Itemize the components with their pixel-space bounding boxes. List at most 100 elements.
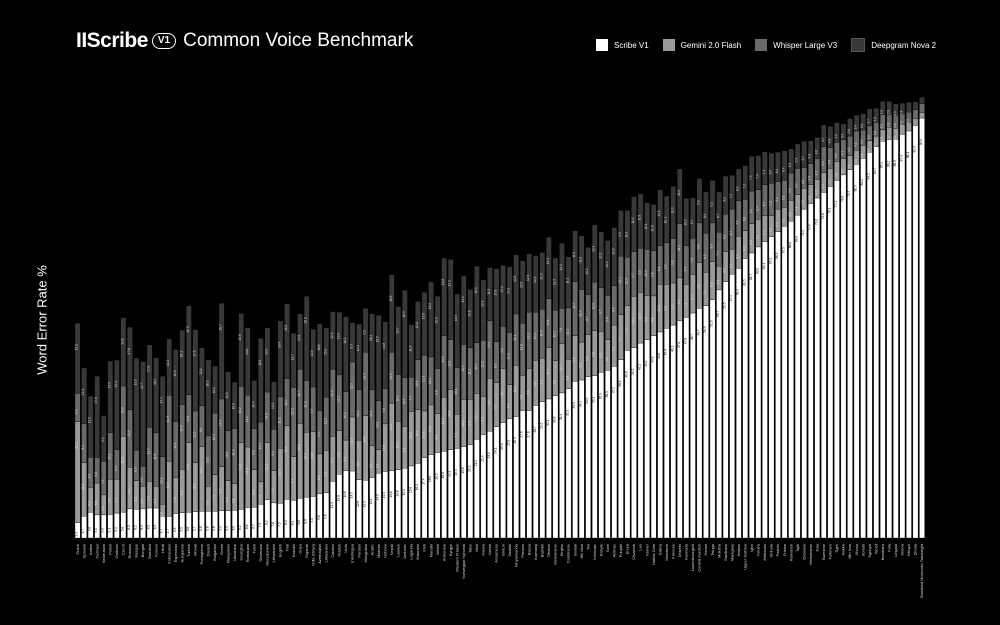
bar-segment-deepgram-nova-2 bbox=[192, 329, 199, 412]
x-tick-label: Vietnamese bbox=[553, 543, 558, 565]
bar-value-label: 10.8 bbox=[415, 380, 419, 386]
bar-value-label: 11.7 bbox=[500, 389, 504, 395]
bar-segment-deepgram-nova-2 bbox=[637, 193, 644, 249]
bar-segment-whisper-large-v3 bbox=[742, 199, 749, 231]
bar-value-label: 5.0 bbox=[94, 528, 98, 533]
bar-value-label: 12.5 bbox=[127, 430, 131, 436]
bar-value-label: 9.2 bbox=[710, 202, 714, 207]
bar-value-label: 65.2 bbox=[768, 257, 772, 263]
bar-value-label: 48.7 bbox=[690, 334, 694, 340]
x-tick-label: Lingala bbox=[893, 543, 898, 557]
x-tick-label: Mandarin bbox=[664, 544, 669, 561]
bar-value-label: 9.0 bbox=[127, 489, 131, 494]
bar-segment-scribe-v1 bbox=[264, 499, 271, 539]
bar-segment-deepgram-nova-2 bbox=[866, 108, 873, 127]
legend-swatch-gemini bbox=[662, 39, 675, 51]
bar-value-label: 18.9 bbox=[402, 311, 406, 317]
x-tick-label: Urdu bbox=[343, 544, 348, 553]
bar-value-label: 17.4 bbox=[448, 280, 452, 286]
bar-segment-deepgram-nova-2 bbox=[336, 311, 343, 376]
bar-value-label: 9.8 bbox=[592, 352, 596, 357]
bar-segment-deepgram-nova-2 bbox=[297, 313, 303, 370]
bar-value-label: 6.5 bbox=[723, 268, 727, 273]
bar-segment-gemini-2-0-flash bbox=[173, 477, 179, 514]
bar-segment-gemini-2-0-flash bbox=[133, 480, 140, 510]
bar-value-label: 4.2 bbox=[854, 142, 858, 147]
bar-value-label: 6.9 bbox=[736, 186, 740, 191]
bar-value-label: 3.0 bbox=[873, 117, 877, 122]
bar-value-label: 11.0 bbox=[572, 252, 576, 258]
bar-value-label: 4.3 bbox=[821, 184, 825, 189]
bar-value-label: 12.4 bbox=[487, 342, 491, 348]
bar-value-label: 5.6 bbox=[186, 527, 190, 532]
bar-segment-deepgram-nova-2 bbox=[893, 103, 899, 116]
bar-value-label: 14.5 bbox=[382, 342, 386, 348]
bar-value-label: 9.3 bbox=[677, 299, 681, 304]
bar-segment-deepgram-nova-2 bbox=[578, 235, 585, 290]
bar-value-label: 5.4 bbox=[114, 527, 118, 532]
bar-value-label: 6.5 bbox=[88, 474, 92, 479]
bar-value-label: 4.7 bbox=[166, 529, 170, 534]
bar-value-label: 2.9 bbox=[880, 110, 884, 115]
bar-segment-deepgram-nova-2 bbox=[74, 323, 81, 394]
bar-value-label: 11.5 bbox=[487, 289, 491, 295]
bar-value-label: 8.2 bbox=[723, 197, 727, 202]
bar-segment-gemini-2-0-flash bbox=[369, 445, 375, 478]
bar-value-label: 10.9 bbox=[356, 410, 360, 416]
bar-value-label: 8.3 bbox=[264, 520, 268, 525]
bar-value-label: 3.1 bbox=[847, 164, 851, 169]
bar-value-label: 14.7 bbox=[219, 420, 223, 426]
bar-value-label: 8.9 bbox=[703, 214, 707, 219]
bar-value-label: 74.8 bbox=[821, 213, 825, 219]
bar-segment-deepgram-nova-2 bbox=[729, 175, 735, 210]
bar-value-label: 38.6 bbox=[618, 380, 622, 386]
chart-header: IIScribe V1 Common Voice Benchmark bbox=[76, 26, 413, 56]
bar-value-label: 44.6 bbox=[657, 353, 661, 359]
bar-segment-deepgram-nova-2 bbox=[218, 303, 225, 400]
bar-segment-deepgram-nova-2 bbox=[821, 124, 827, 147]
bar-segment-scribe-v1 bbox=[762, 241, 768, 539]
bar-segment-gemini-2-0-flash bbox=[788, 200, 794, 222]
bar-segment-deepgram-nova-2 bbox=[395, 306, 402, 375]
x-tick-label: Ewe bbox=[605, 543, 610, 552]
x-tick-label: Hindi bbox=[160, 544, 165, 553]
bar-value-label: 36.3 bbox=[605, 391, 609, 397]
bar-value-label: 12.1 bbox=[657, 210, 661, 216]
bar-value-label: 73.6 bbox=[814, 219, 818, 225]
bar-value-label: 10.3 bbox=[382, 445, 386, 451]
bar-segment-gemini-2-0-flash bbox=[258, 481, 264, 505]
x-tick-label: Armenian bbox=[441, 544, 446, 561]
bar-value-label: 7.4 bbox=[408, 396, 412, 401]
bar-segment-gemini-2-0-flash bbox=[212, 474, 218, 512]
bar-segment-gemini-2-0-flash bbox=[74, 421, 81, 523]
bar-value-label: 8.6 bbox=[297, 520, 301, 525]
bar-value-label: 14.6 bbox=[389, 491, 393, 497]
bar-value-label: 15.6 bbox=[435, 317, 439, 323]
bar-value-label: 12.3 bbox=[539, 273, 543, 279]
bar-value-label: 9.7 bbox=[618, 336, 622, 341]
bar-value-label: 86.2 bbox=[886, 160, 890, 166]
bar-value-label: 2.2 bbox=[899, 121, 903, 126]
bar-segment-gemini-2-0-flash bbox=[271, 470, 277, 504]
bar-segment-scribe-v1 bbox=[722, 281, 729, 539]
bar-value-label: 5.1 bbox=[107, 528, 111, 533]
bar-value-label: 9.4 bbox=[539, 380, 543, 385]
bar-segment-deepgram-nova-2 bbox=[873, 108, 879, 123]
bar-value-label: 11.9 bbox=[631, 217, 635, 223]
bar-value-label: 13.3 bbox=[441, 356, 445, 362]
bar-value-label: 15.2 bbox=[75, 344, 79, 350]
bar-segment-deepgram-nova-2 bbox=[559, 243, 565, 309]
x-tick-label: Faroese bbox=[670, 543, 675, 558]
bar-value-label: 14.5 bbox=[350, 492, 354, 498]
bar-segment-scribe-v1 bbox=[382, 471, 388, 539]
bar-value-label: 12.2 bbox=[526, 333, 530, 339]
bar-value-label: 7.2 bbox=[101, 480, 105, 485]
bar-value-label: 16.2 bbox=[297, 444, 301, 450]
bar-value-label: 7.3 bbox=[729, 194, 733, 199]
bar-value-label: 6.7 bbox=[762, 202, 766, 207]
x-tick-label: Russian bbox=[127, 544, 132, 558]
bar-segment-whisper-large-v3 bbox=[362, 352, 369, 416]
x-tick-label: Belarusian bbox=[101, 544, 106, 563]
bar-value-label: 7.0 bbox=[768, 201, 772, 206]
bar-value-label: 13.3 bbox=[212, 434, 216, 440]
